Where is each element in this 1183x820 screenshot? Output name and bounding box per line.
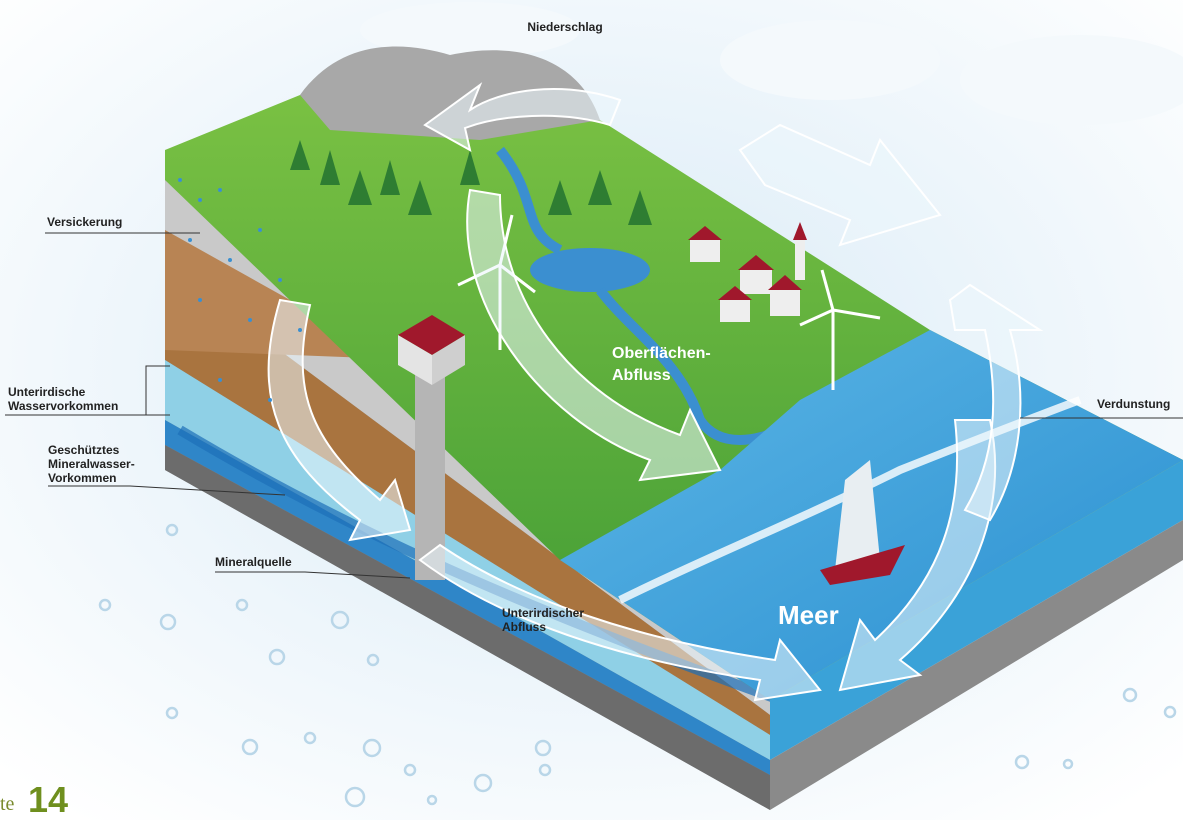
right-face bbox=[770, 460, 1183, 810]
label: Oberflächen- bbox=[612, 345, 711, 362]
label: Mineralwasser- bbox=[48, 457, 135, 471]
label: Niederschlag bbox=[527, 20, 602, 34]
page-number: 14 bbox=[28, 779, 68, 820]
label: Geschütztes bbox=[48, 443, 120, 457]
river bbox=[496, 146, 783, 445]
leader-line bbox=[48, 485, 286, 496]
infiltration-drops bbox=[178, 178, 302, 402]
labels: Niederschlag Versickerung Unterirdische … bbox=[0, 20, 1183, 820]
clouds bbox=[360, 2, 1183, 125]
label: Mineralquelle bbox=[215, 555, 292, 569]
label: Unterirdischer bbox=[502, 606, 584, 620]
label: Versickerung bbox=[47, 215, 122, 229]
label: Abfluss bbox=[612, 367, 671, 384]
label: Verdunstung bbox=[1097, 397, 1170, 411]
label: Unterirdische bbox=[8, 385, 86, 399]
forest bbox=[290, 140, 652, 225]
sailboat bbox=[820, 460, 905, 585]
cycle-arrows bbox=[267, 82, 1044, 702]
well bbox=[398, 315, 465, 580]
label: Wasservorkommen bbox=[8, 399, 118, 413]
label: Abfluss bbox=[502, 620, 546, 634]
lake bbox=[530, 248, 650, 292]
village bbox=[688, 222, 807, 322]
land bbox=[165, 46, 1183, 700]
page-prefix: te bbox=[0, 793, 15, 815]
label: Vorkommen bbox=[48, 471, 116, 485]
label: Meer bbox=[778, 600, 839, 630]
leader-line bbox=[215, 571, 411, 579]
bubbles bbox=[98, 523, 1177, 808]
leader-line bbox=[145, 365, 170, 415]
